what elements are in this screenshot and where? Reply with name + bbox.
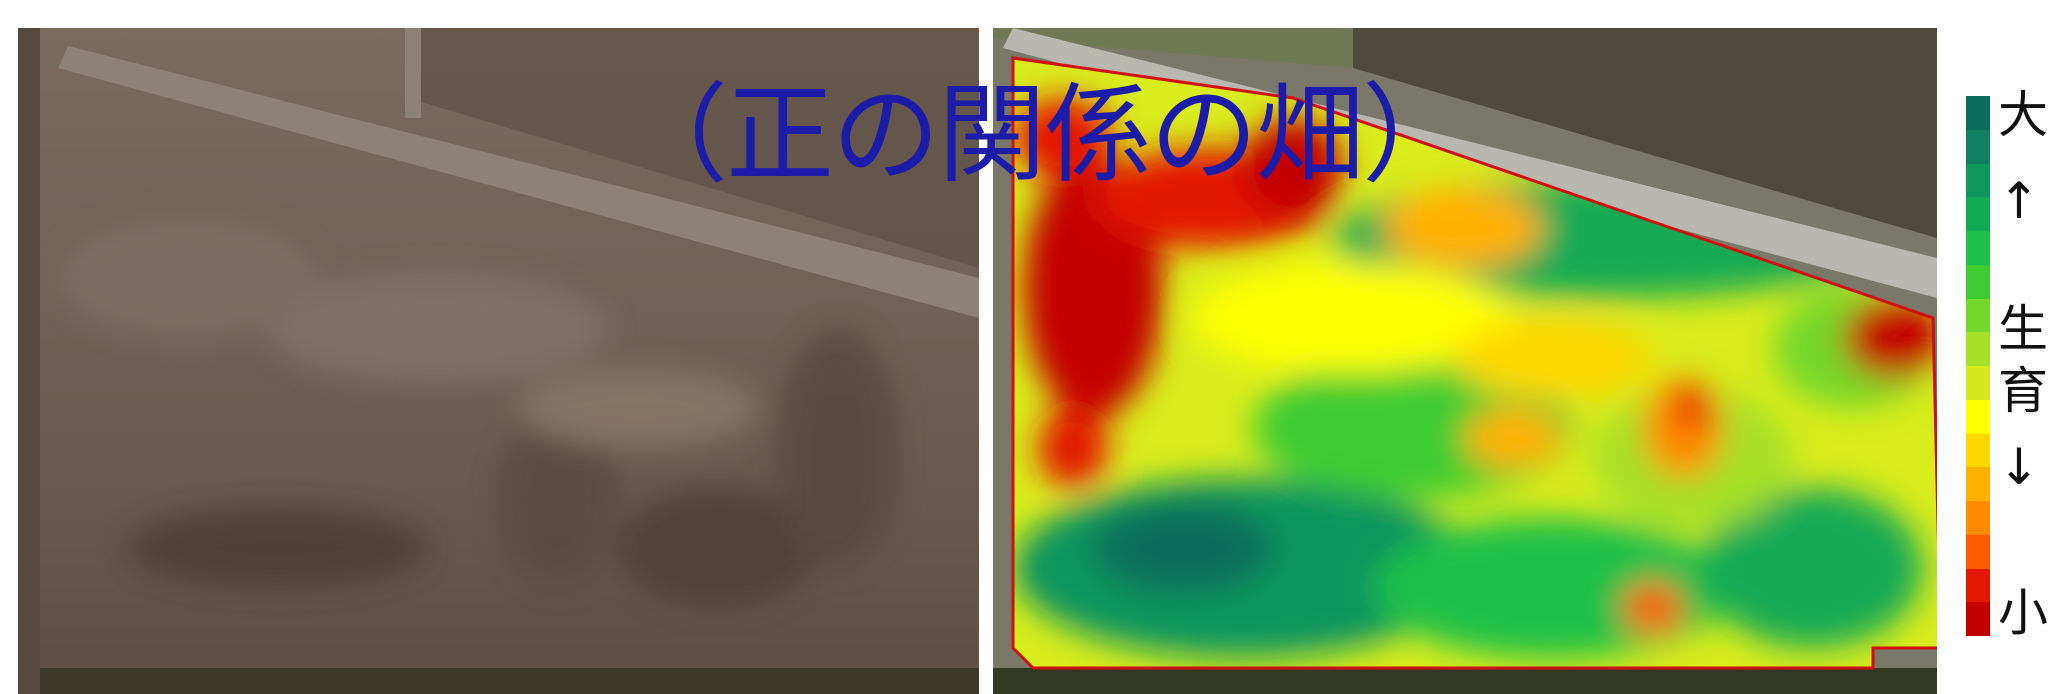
legend-swatch [1966,366,1990,400]
growth-heatmap [993,28,1937,694]
legend-label-large: 大 [1998,86,2048,144]
legend-swatch [1966,433,1990,468]
down-arrow-icon: ↓ [1998,438,2040,496]
legend-swatch [1966,129,1990,164]
legend-color-bar [1966,96,1990,636]
legend-swatch [1966,96,1990,130]
legend-swatch [1966,197,1990,231]
legend-swatch [1966,399,1990,434]
legend-label-small: 小 [1998,584,2048,642]
legend-swatch [1966,298,1990,333]
legend-swatch [1966,467,1990,501]
legend-swatch [1966,568,1990,603]
legend-swatch [1966,231,1990,265]
legend-label-growth-1: 生 [1998,300,2048,358]
legend-swatch [1966,264,1990,299]
legend-label-growth-2: 育 [1998,362,2048,420]
up-arrow-icon: ↑ [1998,172,2040,230]
growth-legend: 大 ↑ 生 育 ↓ 小 [1958,90,2050,650]
legend-swatch [1966,332,1990,366]
legend-swatch [1966,534,1990,569]
soil-aerial-photo [18,28,979,694]
legend-swatch [1966,501,1990,535]
legend-swatch [1966,602,1990,636]
legend-swatch [1966,163,1990,198]
page-title: （正の関係の畑） [620,73,1470,198]
